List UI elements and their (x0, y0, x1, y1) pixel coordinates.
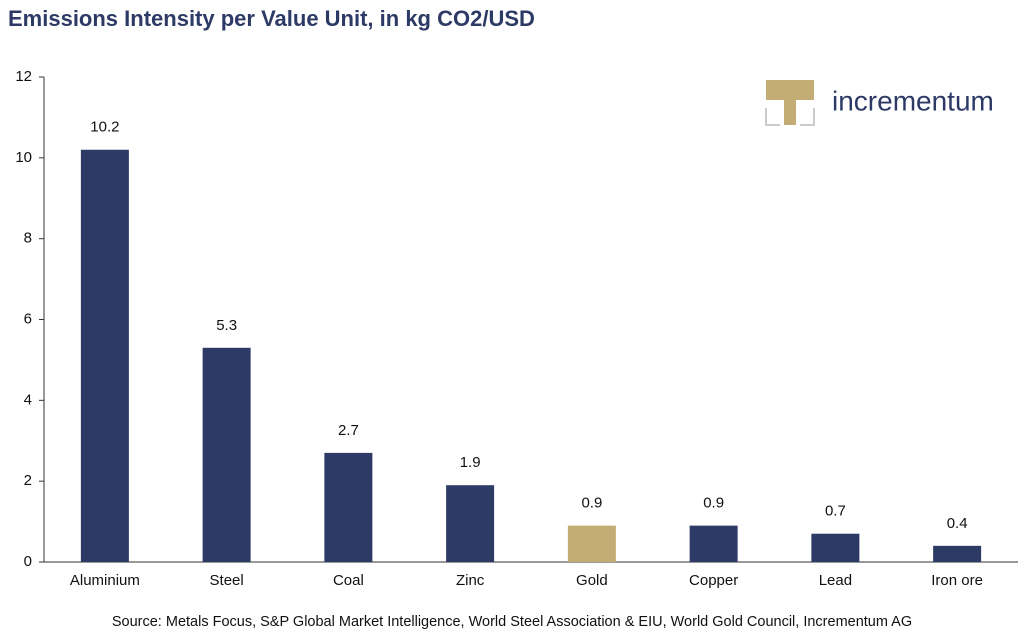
value-label: 10.2 (90, 119, 119, 136)
source: Source: Metals Focus, S&P Global Market … (112, 614, 912, 630)
value-label: 5.3 (216, 317, 237, 334)
chart-title: Emissions Intensity per Value Unit, in k… (8, 6, 535, 31)
x-tick-label: Zinc (456, 572, 485, 589)
y-tick-label: 6 (24, 310, 32, 327)
bar (567, 525, 616, 562)
value-label: 0.9 (581, 495, 602, 512)
x-tick-label: Iron ore (931, 572, 983, 589)
bar (324, 452, 373, 562)
bar (446, 485, 495, 562)
x-tick-label: Lead (819, 572, 852, 589)
x-tick-label: Steel (210, 572, 244, 589)
value-label: 0.7 (825, 503, 846, 520)
x-tick-label: Aluminium (70, 572, 140, 589)
value-label: 0.9 (703, 495, 724, 512)
bar (80, 149, 129, 562)
x-tick-label: Copper (689, 572, 738, 589)
y-tick-label: 2 (24, 472, 32, 489)
bar (811, 533, 860, 562)
bar (202, 347, 251, 562)
logo-text: incrementum (832, 85, 994, 116)
logo-icon (765, 80, 815, 126)
y-tick-label: 10 (15, 149, 32, 166)
value-label: 2.7 (338, 422, 359, 439)
x-tick-label: Gold (576, 572, 608, 589)
value-label: 0.4 (947, 515, 968, 532)
bar (933, 545, 982, 562)
y-tick-label: 8 (24, 230, 32, 247)
x-tick-label: Coal (333, 572, 364, 589)
y-tick-label: 4 (24, 391, 32, 408)
y-tick-label: 12 (15, 68, 32, 85)
y-tick-label: 0 (24, 553, 32, 570)
bar (689, 525, 738, 562)
value-label: 1.9 (460, 454, 481, 471)
